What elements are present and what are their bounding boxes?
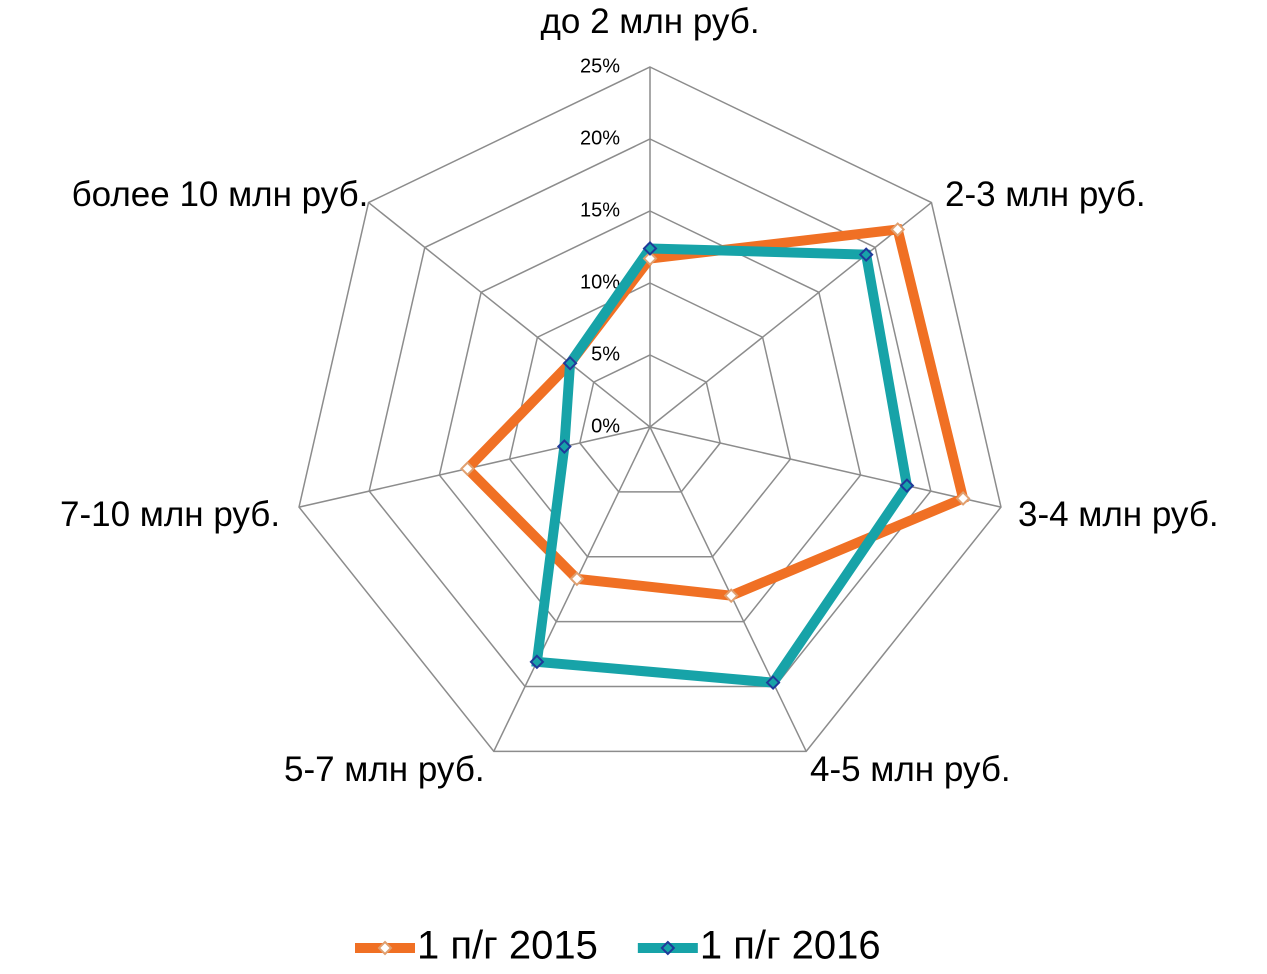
marker <box>890 222 906 237</box>
grid-ring <box>368 138 932 688</box>
grid-ring <box>438 210 862 623</box>
marker <box>858 247 874 263</box>
y-tick-label: 10% <box>580 271 620 293</box>
category-label: до 2 млн руб. <box>540 2 760 41</box>
marker <box>642 241 658 256</box>
legend-label: 1 п/г 2016 <box>700 924 881 968</box>
legend-marker <box>660 940 676 956</box>
category-label: 5-7 млн руб. <box>284 750 485 789</box>
marker <box>642 251 658 266</box>
category-label: 4-5 млн руб. <box>810 750 1011 789</box>
marker <box>556 439 572 454</box>
marker <box>529 654 545 670</box>
category-label: 3-4 млн руб. <box>1018 495 1219 534</box>
spoke <box>493 426 651 752</box>
legend-label: 1 п/г 2015 <box>417 924 598 968</box>
grid-ring <box>508 282 792 558</box>
y-tick-label: 0% <box>591 415 620 437</box>
y-tick-label: 25% <box>580 55 620 77</box>
marker <box>460 461 475 477</box>
marker <box>723 588 739 604</box>
spoke <box>649 201 932 428</box>
grid-ring <box>578 354 722 493</box>
category-label: более 10 млн руб. <box>71 175 369 214</box>
marker <box>569 571 585 587</box>
spoke <box>649 426 807 752</box>
marker <box>955 491 971 506</box>
marker <box>899 478 915 494</box>
spoke <box>368 201 651 428</box>
marker <box>765 675 781 691</box>
y-tick-label: 15% <box>580 199 620 221</box>
y-tick-label: 5% <box>591 343 620 365</box>
marker <box>562 355 578 371</box>
category-label: 7-10 млн руб. <box>60 495 281 534</box>
series-line <box>531 243 913 688</box>
spoke <box>649 426 1002 508</box>
legend-marker <box>377 940 393 956</box>
category-label: 2-3 млн руб. <box>945 175 1146 214</box>
grid-ring <box>298 66 1002 753</box>
y-tick-label: 20% <box>580 127 620 149</box>
series-line <box>460 223 969 601</box>
